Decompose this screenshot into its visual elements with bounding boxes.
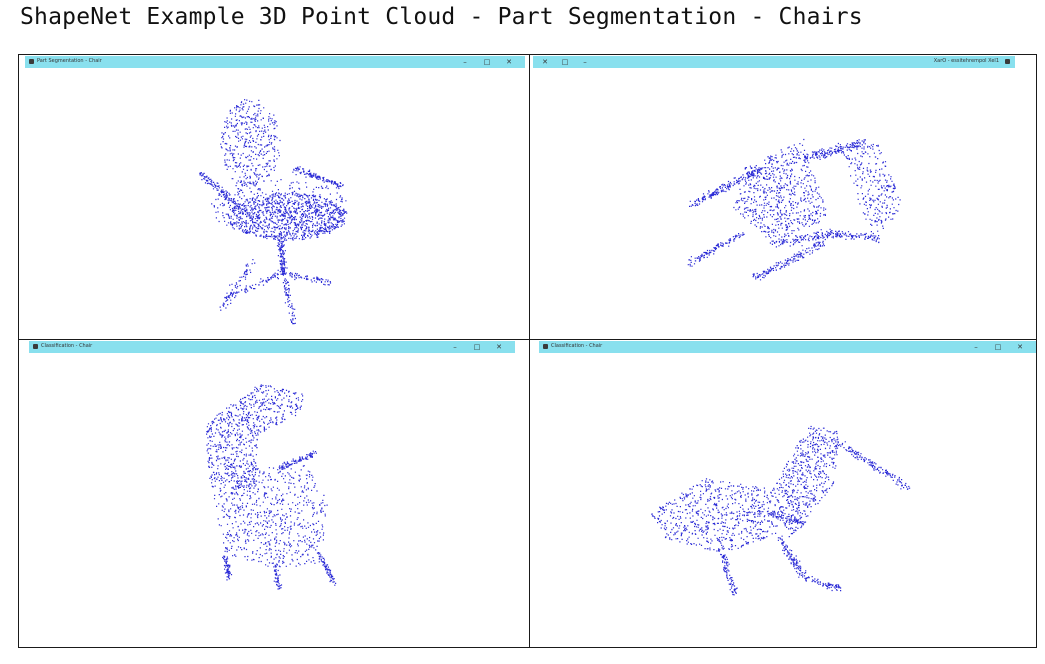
window-title: Classification - Chair [41, 343, 93, 349]
app-icon [1005, 59, 1010, 64]
grid-divider-vertical [529, 55, 530, 647]
figure-grid: Part Segmentation - Chair – □ ✕ ✕ □ – Xa… [18, 54, 1037, 648]
app-icon [29, 59, 34, 64]
maximize-button[interactable]: □ [994, 343, 1002, 351]
viewer-window-bottom-right[interactable]: Classification - Chair – □ ✕ [539, 341, 1036, 647]
window-title: XarO - essitehrempol Xel1 [933, 58, 999, 64]
point-cloud-chair-swivel [199, 99, 348, 325]
point-cloud-viewport[interactable] [29, 353, 515, 647]
point-cloud-viewport[interactable] [25, 68, 525, 338]
window-titlebar[interactable]: ✕ □ – XarO - essitehrempol Xel1 [533, 56, 1015, 68]
close-button[interactable]: ✕ [506, 58, 512, 66]
viewer-window-top-left[interactable]: Part Segmentation - Chair – □ ✕ [25, 56, 525, 338]
close-button[interactable]: ✕ [542, 58, 548, 66]
minimize-button[interactable]: – [583, 58, 587, 66]
window-titlebar[interactable]: Classification - Chair – □ ✕ [29, 341, 515, 353]
point-cloud-chair-lounge [687, 138, 901, 281]
grid-divider-horizontal [19, 339, 1036, 340]
minimize-button[interactable]: – [974, 343, 978, 351]
close-button[interactable]: ✕ [1017, 343, 1023, 351]
app-icon [33, 344, 38, 349]
viewer-window-top-right[interactable]: ✕ □ – XarO - essitehrempol Xel1 [533, 56, 1015, 338]
viewer-window-bottom-left[interactable]: Classification - Chair – □ ✕ [29, 341, 515, 647]
point-cloud-viewport[interactable] [539, 353, 1036, 647]
window-title: Classification - Chair [551, 343, 603, 349]
point-cloud-chair-reclined [651, 425, 911, 596]
point-cloud-viewport[interactable] [533, 68, 1015, 338]
page-title: ShapeNet Example 3D Point Cloud - Part S… [20, 4, 863, 30]
maximize-button[interactable]: □ [561, 58, 569, 66]
app-icon [543, 344, 548, 349]
point-cloud-chair-office [206, 384, 337, 590]
window-title: Part Segmentation - Chair [37, 58, 102, 64]
maximize-button[interactable]: □ [483, 58, 491, 66]
window-titlebar[interactable]: Classification - Chair – □ ✕ [539, 341, 1036, 353]
window-titlebar[interactable]: Part Segmentation - Chair – □ ✕ [25, 56, 525, 68]
maximize-button[interactable]: □ [473, 343, 481, 351]
minimize-button[interactable]: – [453, 343, 457, 351]
close-button[interactable]: ✕ [496, 343, 502, 351]
minimize-button[interactable]: – [463, 58, 467, 66]
